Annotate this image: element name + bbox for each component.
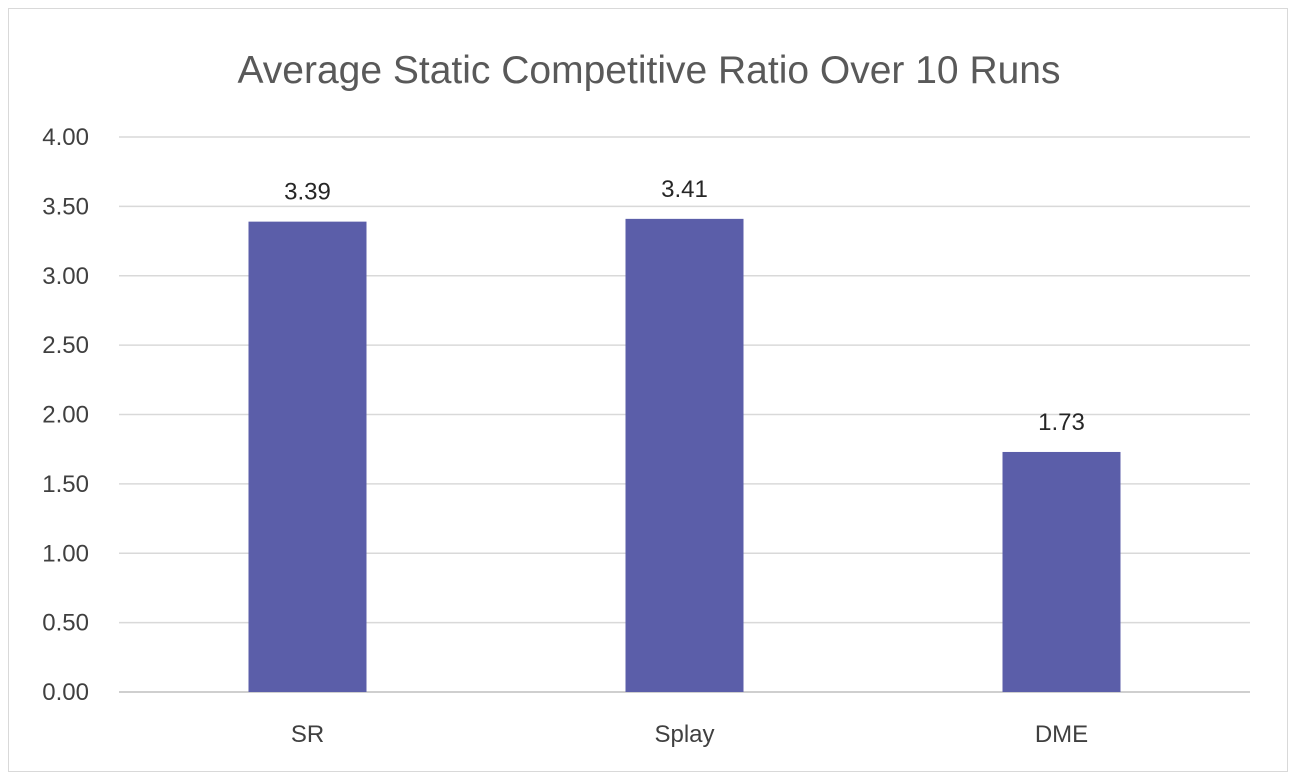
- y-tick-label: 1.50: [42, 471, 89, 498]
- data-label-dme: 1.73: [1038, 409, 1085, 436]
- y-tick-label: 2.00: [42, 402, 89, 429]
- bar-chart: Average Static Competitive Ratio Over 10…: [42, 49, 1250, 748]
- y-axis-tick-labels: 0.00 0.50 1.00 1.50 2.00 2.50 3.00 3.50 4.00: [42, 124, 89, 706]
- bars: [248, 218, 1121, 693]
- y-tick-label: 1.00: [42, 540, 89, 567]
- x-axis-category-labels: SR Splay DME: [291, 721, 1088, 748]
- y-tick-label: 0.50: [42, 610, 89, 637]
- chart-title: Average Static Competitive Ratio Over 10…: [238, 49, 1061, 92]
- data-label-splay: 3.41: [661, 176, 708, 203]
- category-label-dme: DME: [1035, 721, 1088, 748]
- bar-sr: [248, 221, 367, 692]
- bar-splay: [625, 218, 744, 693]
- bar-dme: [1002, 451, 1121, 692]
- y-tick-label: 3.50: [42, 193, 89, 220]
- chart-frame: Average Static Competitive Ratio Over 10…: [8, 8, 1288, 772]
- data-labels: 3.39 3.41 1.73: [284, 176, 1085, 436]
- y-tick-label: 0.00: [42, 679, 89, 706]
- category-label-sr: SR: [291, 721, 324, 748]
- y-tick-label: 2.50: [42, 332, 89, 359]
- data-label-sr: 3.39: [284, 179, 331, 206]
- y-tick-label: 3.00: [42, 263, 89, 290]
- category-label-splay: Splay: [654, 721, 714, 748]
- y-tick-label: 4.00: [42, 124, 89, 151]
